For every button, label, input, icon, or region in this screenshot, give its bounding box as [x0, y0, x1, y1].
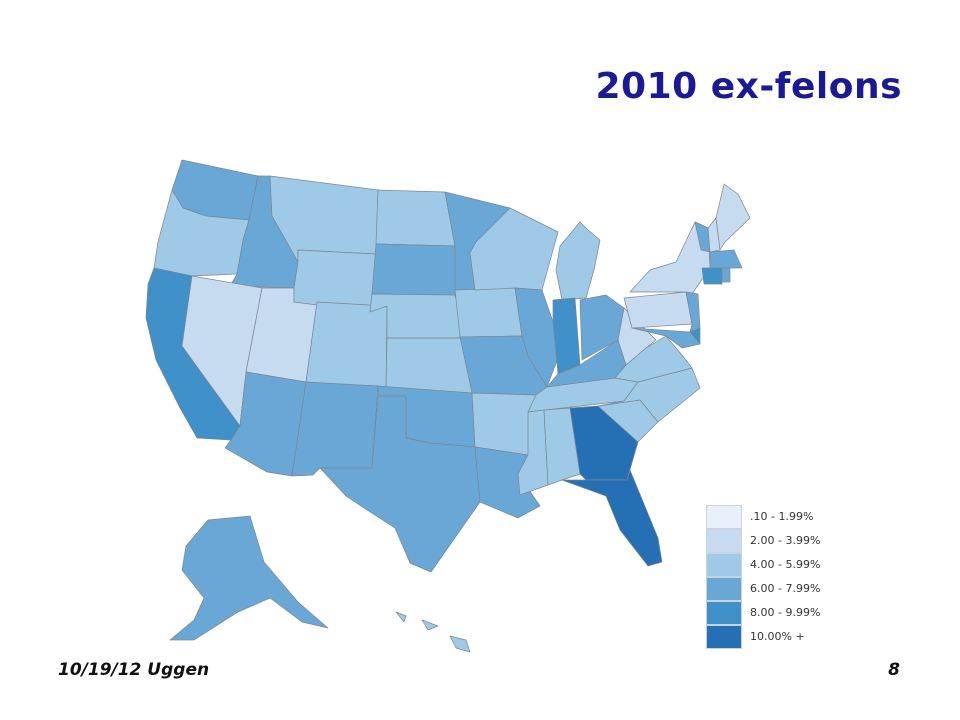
- state-md: [631, 327, 701, 349]
- state-ri: [721, 267, 731, 283]
- state-fl: [561, 469, 663, 567]
- page-number: 8: [888, 660, 900, 680]
- state-nm: [291, 381, 379, 477]
- map-legend: .10 - 1.99% 2.00 - 3.99% 4.00 - 5.99% 6.…: [706, 505, 856, 649]
- state-wv: [617, 307, 657, 366]
- state-ks: [385, 337, 473, 394]
- state-al: [543, 407, 581, 486]
- legend-swatch: [706, 553, 742, 577]
- state-ma: [709, 249, 743, 269]
- legend-label: 10.00% +: [750, 630, 805, 643]
- footer-date-author: 10/19/12 Uggen: [58, 660, 210, 680]
- state-me: [715, 183, 750, 251]
- state-tx: [319, 395, 481, 573]
- legend-label: 4.00 - 5.99%: [750, 558, 821, 571]
- slide-title: 2010 ex-felons: [595, 66, 902, 107]
- legend-item: 2.00 - 3.99%: [706, 529, 856, 553]
- state-il: [514, 287, 559, 388]
- state-ia: [454, 287, 523, 338]
- legend-item: .10 - 1.99%: [706, 505, 856, 529]
- legend-item: 8.00 - 9.99%: [706, 601, 856, 625]
- state-sd: [371, 243, 456, 296]
- legend-swatch: [706, 601, 742, 625]
- state-hi: [395, 611, 471, 653]
- state-nd: [375, 189, 456, 247]
- legend-label: .10 - 1.99%: [750, 510, 814, 523]
- state-pa: [623, 291, 693, 329]
- legend-label: 2.00 - 3.99%: [750, 534, 821, 547]
- state-co: [305, 301, 388, 389]
- state-ct: [701, 267, 723, 285]
- legend-item: 10.00% +: [706, 625, 856, 649]
- legend-label: 8.00 - 9.99%: [750, 606, 821, 619]
- state-in: [552, 297, 581, 375]
- legend-swatch: [706, 529, 742, 553]
- state-ar: [471, 392, 537, 456]
- us-choropleth-map: [110, 150, 750, 670]
- legend-swatch: [706, 505, 742, 529]
- legend-item: 6.00 - 7.99%: [706, 577, 856, 601]
- legend-swatch: [706, 577, 742, 601]
- state-ak: [169, 515, 329, 641]
- legend-swatch: [706, 625, 742, 649]
- legend-item: 4.00 - 5.99%: [706, 553, 856, 577]
- legend-label: 6.00 - 7.99%: [750, 582, 821, 595]
- state-mi: [555, 221, 601, 301]
